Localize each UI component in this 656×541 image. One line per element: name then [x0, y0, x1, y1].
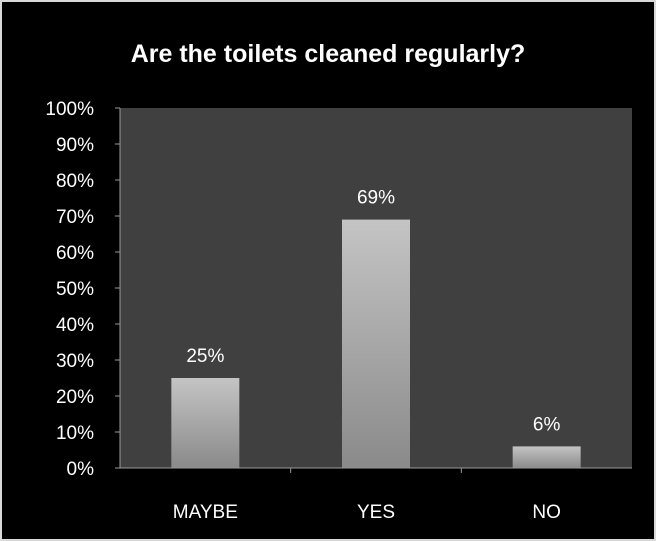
bars: 25% 69% 6% — [171, 188, 581, 468]
x-category-label: YES — [357, 502, 395, 523]
y-tick-label: 60% — [56, 243, 94, 264]
y-tick-label: 20% — [56, 387, 94, 408]
bar-yes — [342, 219, 410, 468]
y-tick-label: 40% — [56, 315, 94, 336]
x-category-label: MAYBE — [173, 502, 238, 523]
y-tick-label: 0% — [67, 459, 95, 480]
x-category-label: NO — [532, 502, 561, 523]
y-tick-label: 90% — [56, 135, 94, 156]
y-tick-label: 50% — [56, 279, 94, 300]
y-tick-label: 100% — [45, 99, 94, 120]
data-label: 69% — [357, 188, 395, 209]
y-tick-label: 10% — [56, 423, 94, 444]
data-label: 25% — [186, 346, 224, 367]
chart-title: Are the toilets cleaned regularly? — [130, 40, 526, 68]
x-axis: MAYBE YES NO — [120, 467, 632, 523]
data-label: 6% — [533, 414, 561, 435]
y-axis: 0% 10% 20% 30% 40% 50% 60% 70% 80% 90% 100% — [45, 99, 121, 480]
bar-no — [512, 446, 581, 468]
y-tick-label: 80% — [56, 171, 94, 192]
y-tick-label: 70% — [56, 207, 94, 228]
y-tick-label: 30% — [56, 351, 94, 372]
bar-maybe — [171, 378, 240, 468]
